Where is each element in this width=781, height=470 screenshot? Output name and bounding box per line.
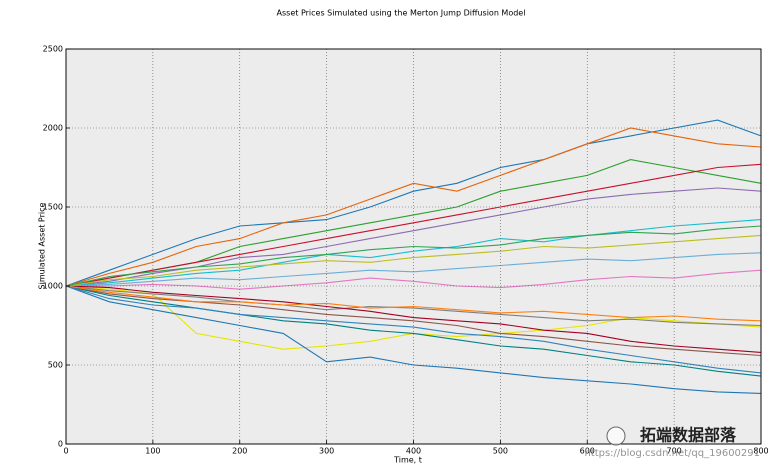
x-tick-label: 300 xyxy=(319,447,334,456)
y-tick-label: 2500 xyxy=(43,45,63,54)
price-path xyxy=(65,285,762,353)
x-tick-label: 400 xyxy=(406,447,421,456)
series-group xyxy=(65,119,762,394)
x-tick-label: 200 xyxy=(232,447,247,456)
x-axis-label: Time, t xyxy=(393,456,422,465)
x-tick-label: 100 xyxy=(145,447,160,456)
price-path xyxy=(65,163,762,287)
x-tick-label: 800 xyxy=(753,447,768,456)
price-path xyxy=(65,219,762,287)
y-tick-label: 1000 xyxy=(43,282,63,291)
price-path xyxy=(65,127,762,287)
watermark-url: https://blog.csdn.net/qq_19600291 xyxy=(584,448,760,459)
y-tick-label: 1500 xyxy=(43,203,63,212)
price-path xyxy=(65,225,762,287)
y-tick-label: 2000 xyxy=(43,124,63,133)
price-path xyxy=(66,269,762,290)
chart-title: Asset Prices Simulated using the Merton … xyxy=(277,9,526,18)
x-tick-label: 500 xyxy=(493,447,508,456)
price-path xyxy=(65,119,762,287)
price-path xyxy=(65,285,762,374)
x-tick-label: 700 xyxy=(666,447,681,456)
price-path xyxy=(65,234,762,287)
price-path xyxy=(65,285,762,377)
x-tick-label: 600 xyxy=(580,447,595,456)
plot-frame xyxy=(65,48,762,445)
price-path xyxy=(65,285,762,327)
watermark-icon xyxy=(606,426,626,446)
y-tick-label: 0 xyxy=(58,440,63,449)
watermark-text: 拓端数据部落 xyxy=(640,426,737,445)
x-tick-label: 0 xyxy=(63,447,68,456)
y-axis-label: Simulated Asset Price xyxy=(38,202,47,289)
y-tick-label: 500 xyxy=(48,361,63,370)
price-path xyxy=(65,285,762,322)
